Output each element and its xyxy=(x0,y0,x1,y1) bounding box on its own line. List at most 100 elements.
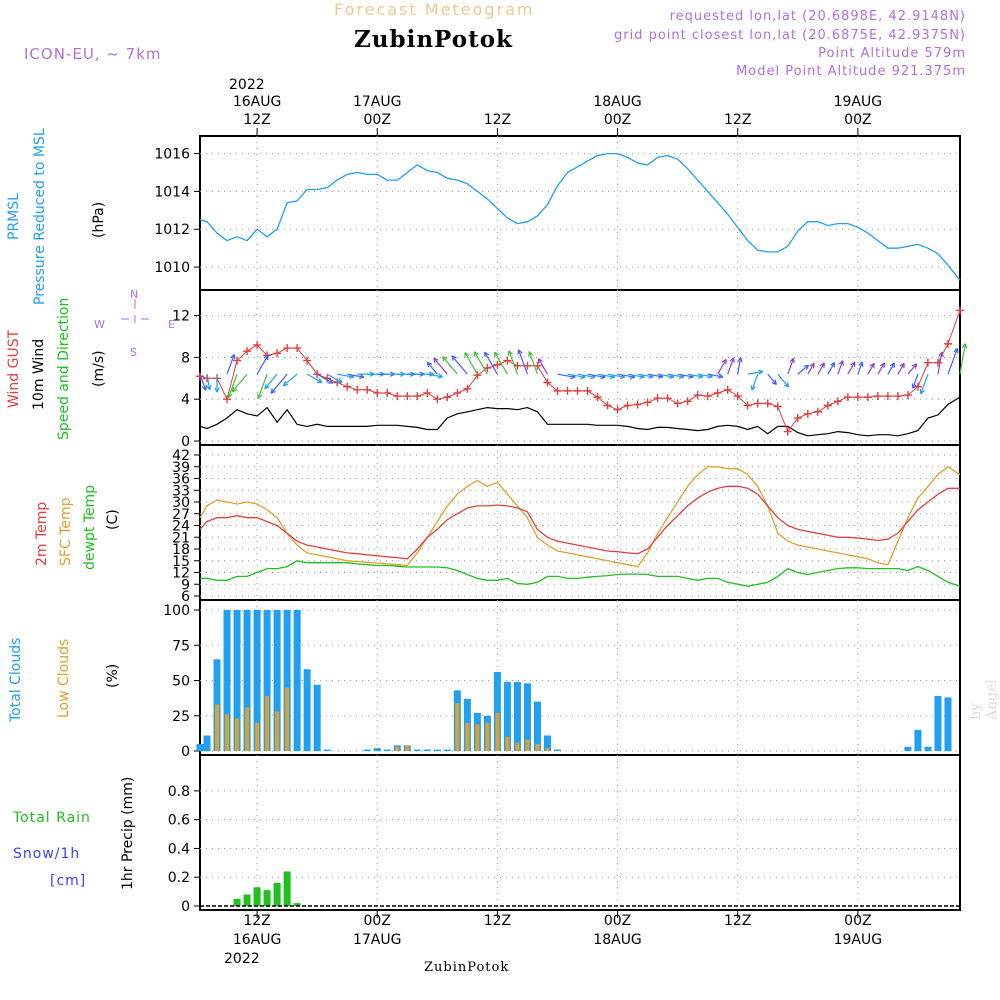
wind-arrow-head xyxy=(869,362,875,369)
wind-arrow-shaft xyxy=(227,373,238,398)
low-cloud-bar xyxy=(475,724,480,751)
pressure-line xyxy=(199,152,961,281)
y-tick-label: 1012 xyxy=(154,222,190,238)
wind-arrow-head xyxy=(441,355,448,362)
wind-arrow-head xyxy=(771,379,778,386)
wind-arrow-head xyxy=(961,343,968,349)
wind-arrow-head xyxy=(231,386,238,393)
wind-arrow-shaft xyxy=(907,363,918,375)
product-title: Forecast Meteogram xyxy=(334,0,535,19)
wind-arrow-head xyxy=(819,362,825,368)
wind-arrow-head xyxy=(494,351,500,358)
gust-marker xyxy=(723,385,732,394)
bottom-date-label: 17AUG xyxy=(352,932,402,948)
wind-arrow-shaft xyxy=(426,361,438,375)
wind-arrow-head xyxy=(264,383,270,390)
gust-marker xyxy=(743,401,752,410)
top-year-label: 2022 xyxy=(229,77,265,93)
bottom-year-label: 2022 xyxy=(224,951,260,967)
total-cloud-bar xyxy=(243,610,251,751)
bottom-hour-label: 00Z xyxy=(363,913,391,929)
y-tick-label: 39 xyxy=(172,460,190,476)
total-cloud-bar xyxy=(904,746,912,751)
wind-arrow-shaft xyxy=(607,373,625,378)
wind-arrow-shaft xyxy=(442,356,458,375)
wind-arrow-head xyxy=(809,362,815,369)
wind-arrow-shaft xyxy=(857,361,863,375)
gust-marker xyxy=(293,344,302,353)
gust-marker xyxy=(883,392,892,401)
wind-arrow-shaft xyxy=(667,373,684,378)
gust-marker xyxy=(273,349,282,358)
wind-arrow-shaft xyxy=(528,351,539,375)
total-cloud-bar xyxy=(263,610,271,751)
wind-arrow-shaft xyxy=(677,373,694,378)
top-date-label: 19AUG xyxy=(833,94,883,110)
wind-arrow-shaft xyxy=(316,373,334,384)
y-tick-label: 24 xyxy=(172,519,190,535)
top-date-label: 17AUG xyxy=(352,94,402,110)
wind-arrow-shaft xyxy=(787,357,795,375)
wind-arrow-head xyxy=(517,349,523,355)
wind-arrow-head xyxy=(721,358,727,365)
wind-arrow-head xyxy=(282,380,289,387)
total-cloud-bar xyxy=(553,749,561,751)
gust-marker xyxy=(753,399,762,408)
wind-arrow-head xyxy=(426,361,433,368)
wind-arrow-shaft xyxy=(282,373,298,387)
wind-arrow-shaft xyxy=(231,373,248,393)
wind-arrow-shaft xyxy=(326,373,343,384)
low-cloud-bar xyxy=(225,714,230,751)
wind-arrow-shaft xyxy=(508,350,518,375)
low-cloud-bar xyxy=(465,722,470,751)
wind-arrow-shaft xyxy=(206,374,211,391)
wind-arrow-shaft xyxy=(597,373,615,378)
wind-arrow-shaft xyxy=(867,363,875,375)
wind-arrow-shaft xyxy=(557,373,576,378)
wind-arrow-head xyxy=(484,351,490,358)
wind-arrow-shaft xyxy=(959,343,966,375)
gust-marker xyxy=(463,384,472,393)
wind-arrow-shaft xyxy=(751,373,759,391)
y-tick-label: 1010 xyxy=(154,260,190,276)
total-cloud-bar xyxy=(196,743,204,751)
gust-marker xyxy=(503,356,512,365)
top-hour-label: 12Z xyxy=(483,112,512,128)
wind-arrow-head xyxy=(953,347,959,354)
gust-marker xyxy=(956,306,964,315)
sfc-temp-line xyxy=(199,466,961,568)
wind-arrow-head xyxy=(803,364,810,370)
low-cloud-bar xyxy=(485,722,490,751)
wind-arrow-head xyxy=(830,361,836,368)
model-altitude: Model Point Altitude 921.375m xyxy=(736,64,966,79)
wind-arrow-head xyxy=(201,385,207,391)
y-tick-label: 33 xyxy=(172,483,190,499)
total-cloud-bar xyxy=(223,610,231,751)
wind-arrow-head xyxy=(214,387,220,393)
gust-marker xyxy=(633,400,642,409)
gust-marker xyxy=(343,382,352,391)
wind-arrow-head xyxy=(464,352,470,358)
gust-marker xyxy=(673,399,682,408)
bottom-hour-label: 00Z xyxy=(844,913,872,929)
low-cloud-bar xyxy=(215,704,220,751)
gust-marker xyxy=(223,395,232,404)
low-cloud-bar xyxy=(245,707,250,751)
wind-arrow-head xyxy=(227,392,233,399)
top-hour-label: 00Z xyxy=(603,112,632,128)
wind-arrow-shaft xyxy=(827,362,836,375)
wind-arrow-shaft xyxy=(537,358,548,375)
gust-marker xyxy=(943,339,952,348)
wind-arrow-shaft xyxy=(912,373,919,389)
total-cloud-bar xyxy=(323,749,331,751)
wind-arrow-shaft xyxy=(433,357,448,375)
bottom-hour-label: 12Z xyxy=(724,913,752,929)
wind-arrow-shaft xyxy=(657,373,674,378)
wind-arrow-shaft xyxy=(306,373,323,384)
y-tick-label: 75 xyxy=(172,638,190,654)
gust-marker xyxy=(363,385,372,394)
total-cloud-bar xyxy=(914,729,922,751)
gust-marker xyxy=(653,394,662,403)
wind-arrow-head xyxy=(507,350,513,356)
